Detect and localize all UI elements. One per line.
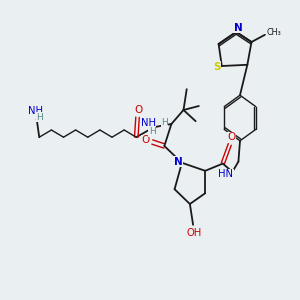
Text: O: O bbox=[227, 132, 235, 142]
Text: N: N bbox=[234, 23, 242, 33]
Text: O: O bbox=[135, 105, 143, 115]
Text: CH₃: CH₃ bbox=[266, 28, 281, 37]
Text: H: H bbox=[161, 118, 168, 127]
Text: NH: NH bbox=[141, 118, 156, 128]
Text: H: H bbox=[36, 113, 43, 122]
Text: S: S bbox=[213, 62, 220, 72]
Text: H: H bbox=[149, 128, 156, 136]
Text: N: N bbox=[174, 157, 182, 166]
Text: HN: HN bbox=[218, 169, 233, 179]
Text: O: O bbox=[142, 135, 150, 146]
Text: OH: OH bbox=[186, 228, 202, 238]
Text: NH: NH bbox=[28, 106, 43, 116]
